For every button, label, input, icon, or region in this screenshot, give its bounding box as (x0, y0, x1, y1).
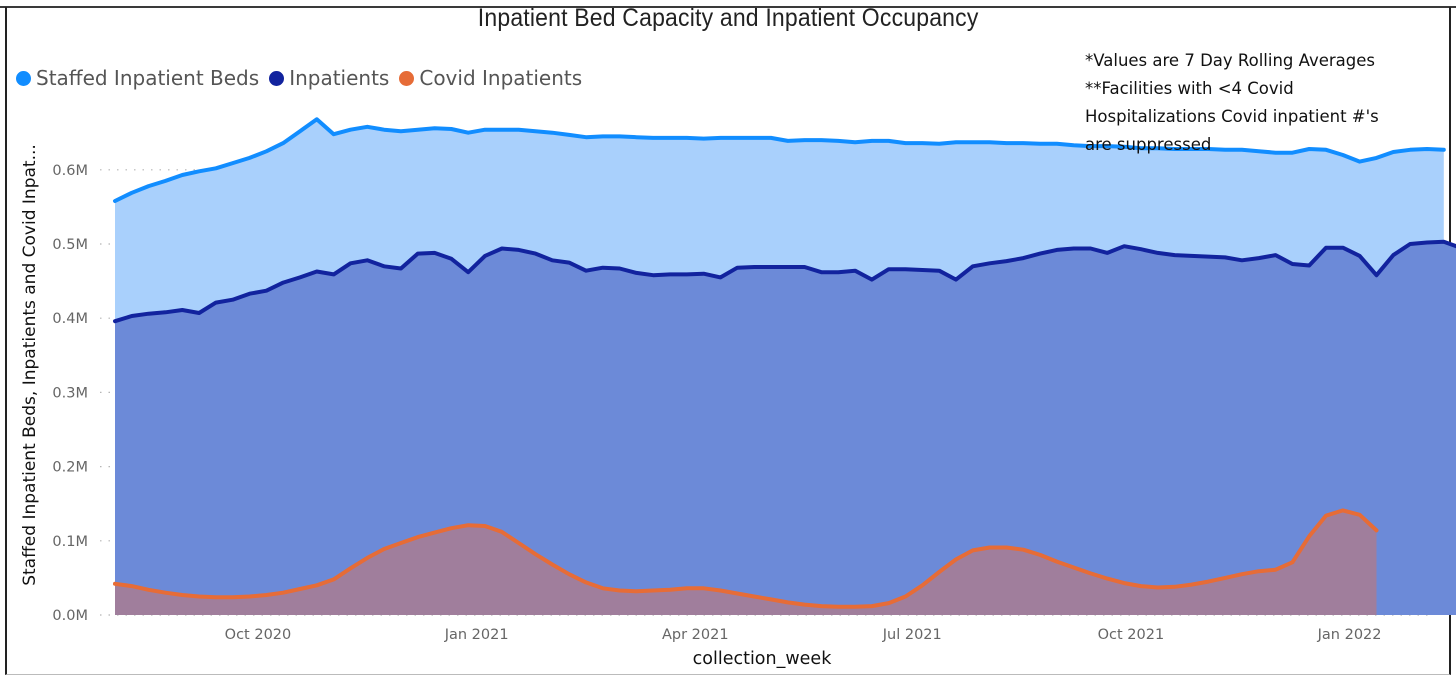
y-tick-label: 0.5M (52, 237, 88, 253)
series-line-1[interactable] (113, 239, 1456, 324)
legend-label: Inpatients (289, 66, 390, 90)
annotation-line: **Facilities with <4 Covid (1085, 79, 1294, 98)
x-tick-label: Jan 2021 (444, 627, 509, 643)
x-tick-label: Oct 2021 (1098, 627, 1165, 643)
x-tick-label: Jan 2022 (1317, 627, 1382, 643)
y-tick-label: 0.4M (52, 311, 88, 327)
series-lines (113, 117, 1456, 609)
legend-marker-icon (269, 70, 285, 86)
top-bar (0, 0, 1456, 8)
y-axis-title: Staffed Inpatient Beds, Inpatients and C… (20, 144, 40, 586)
y-tick-label: 0.3M (52, 385, 88, 401)
legend: Staffed Inpatient Beds Inpatients Covid … (16, 66, 592, 90)
series-line-0[interactable] (113, 117, 1446, 203)
chart-title: Inpatient Bed Capacity and Inpatient Occ… (477, 4, 979, 32)
legend-marker-icon (399, 70, 415, 86)
legend-item-covid-inpatients[interactable]: Covid Inpatients (399, 66, 582, 90)
x-tick-label: Apr 2021 (662, 627, 729, 643)
annotation-line: *Values are 7 Day Rolling Averages (1085, 51, 1375, 70)
legend-label: Covid Inpatients (419, 66, 583, 90)
y-tick-label: 0.1M (52, 534, 88, 550)
y-tick-label: 0.2M (52, 460, 88, 476)
legend-item-inpatients[interactable]: Inpatients (269, 66, 389, 90)
series-areas (115, 119, 1456, 616)
x-tick-label: Jul 2021 (882, 627, 942, 643)
y-tick-label: 0.6M (52, 163, 88, 179)
annotation-line: Hospitalizations Covid inpatient #'s (1085, 107, 1379, 126)
y-axis-ticks: 0.0M 0.1M 0.2M 0.3M 0.4M 0.5M 0.6M (52, 163, 88, 624)
legend-label: Staffed Inpatient Beds (36, 66, 260, 90)
x-tick-label: Oct 2020 (225, 627, 292, 643)
annotation-line: are suppressed (1085, 135, 1212, 154)
series-area-1 (115, 241, 1456, 615)
x-axis-title: collection_week (693, 649, 833, 669)
y-tick-label: 0.0M (52, 608, 88, 624)
series-area-2 (115, 510, 1377, 615)
series-line-2[interactable] (113, 508, 1379, 609)
legend-marker-icon (16, 70, 31, 86)
x-axis-ticks: Oct 2020 Jan 2021 Apr 2021 Jul 2021 Oct 2021… (225, 627, 1382, 643)
legend-item-staffed-beds[interactable]: Staffed Inpatient Beds (16, 66, 259, 90)
footnote-annotation: *Values are 7 Day Rolling Averages **Fac… (1085, 47, 1379, 159)
